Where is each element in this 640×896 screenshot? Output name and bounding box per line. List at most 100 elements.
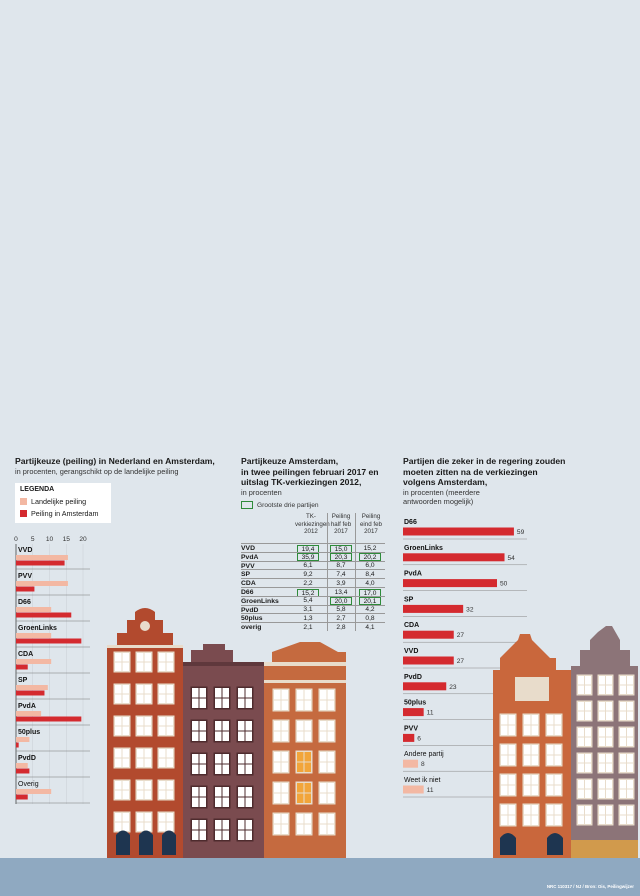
chart1-bar-amsterdam xyxy=(16,768,30,774)
chart1-bar-amsterdam xyxy=(16,664,28,670)
house-door xyxy=(139,830,153,855)
col-header-eindfeb-line3: 2017 xyxy=(364,528,378,536)
col-header-halffeb: Peiling half feb 2017 xyxy=(328,513,354,536)
chart2-subtitle: in procenten xyxy=(241,487,282,497)
table-cell: 5,8 xyxy=(336,606,346,614)
col-header-tk2012-line1: TK- xyxy=(306,513,316,520)
house-door xyxy=(547,833,563,855)
table-row-party: D66 xyxy=(241,589,254,596)
chart1-bar-landelijk xyxy=(16,763,28,768)
chart3-plot: D66 59 GroenLinks 54 PvdA 50 SP 32 CDA 27 VVD 27 Pvd… xyxy=(403,519,527,798)
chart1-bar-landelijk xyxy=(16,685,48,690)
table-row: PvdD 3,1 5,8 4,2 xyxy=(241,604,385,615)
chart3-bar xyxy=(403,527,514,536)
chart1-category-label: GroenLinks xyxy=(18,625,57,632)
chart3-bar xyxy=(403,656,454,665)
chart3-category-label: PvdD xyxy=(404,674,422,681)
house-5 xyxy=(571,626,638,858)
chart1-category-label: PVV xyxy=(18,573,32,580)
house-door xyxy=(162,830,176,855)
chart3-category-label: SP xyxy=(404,596,414,603)
col-header-tk2012-line3: 2012 xyxy=(304,528,318,536)
table-cell: 4,2 xyxy=(365,606,375,614)
table-row-party: GroenLinks xyxy=(241,597,279,605)
table-cell: 15,2 xyxy=(363,544,377,552)
table-row-party: SP xyxy=(241,571,251,579)
table-cell: 13,4 xyxy=(334,588,348,596)
chart3-value-label: 54 xyxy=(508,555,516,562)
chart3-title-3: volgens Amsterdam, xyxy=(403,477,488,487)
chart3-subtitle-2: antwoorden mogelijk) xyxy=(403,496,474,506)
chart3-bar xyxy=(403,579,497,588)
chart1-bar-landelijk xyxy=(16,789,52,794)
chart3-bar xyxy=(403,733,415,742)
house-1 xyxy=(107,608,183,858)
chart3-category-label: Andere partij xyxy=(404,751,444,758)
chart1-bar-landelijk xyxy=(16,607,52,612)
table-cell: 3,1 xyxy=(303,606,313,614)
chart3-bar xyxy=(403,553,505,562)
chart1-x-tick: 10 xyxy=(46,536,54,543)
table-row: 50plus 1,3 2,7 0,8 xyxy=(241,613,385,623)
table-row-party: CDA xyxy=(241,580,256,588)
chart1-bar-landelijk xyxy=(16,555,68,560)
credit-line: NRC 110317 / NJ / Bron: Ois, Peilingwijz… xyxy=(546,884,634,889)
chart1-bar-amsterdam xyxy=(16,560,65,566)
chart3-value-label: 6 xyxy=(417,735,421,742)
table-cell: 2,1 xyxy=(303,623,313,631)
chart3-category-label: Weet ik niet xyxy=(404,777,440,784)
chart3-value-label: 11 xyxy=(427,710,434,717)
table-cell: 1,3 xyxy=(303,614,313,622)
chart2-title-3: uitslag TK-verkiezingen 2012, xyxy=(241,477,362,487)
house-4 xyxy=(493,634,572,858)
chart1-bar-landelijk xyxy=(16,737,30,742)
table-row-party: PVV xyxy=(241,562,255,570)
table-cell: 9,2 xyxy=(303,570,313,578)
chart1-bar-amsterdam xyxy=(16,612,72,618)
col-header-eindfeb-line1: Peiling xyxy=(361,513,381,520)
house-2 xyxy=(183,644,266,858)
table-cell: 2,7 xyxy=(336,614,346,622)
chart3-title-2: moeten zitten na de verkiezingen xyxy=(403,466,538,477)
table-row: overig 2,1 2,8 4,1 xyxy=(241,622,385,632)
chart1-plot: 0 5 10 15 20 VVD PVV D66 GroenLinks CDA SP PvdA 50pl… xyxy=(14,536,90,804)
table-cell: 7,4 xyxy=(336,570,346,578)
chart2-legend: Grootste drie partijen xyxy=(241,501,319,509)
footer-band xyxy=(0,858,640,896)
col-header-halffeb-line2: half feb xyxy=(330,520,352,528)
chart3-category-label: VVD xyxy=(404,648,418,655)
chart3-value-label: 11 xyxy=(427,787,434,794)
chart1-legend: LEGENDA Landelijke peiling Peiling in Am… xyxy=(15,483,111,523)
chart3-value-label: 27 xyxy=(457,658,465,665)
col-header-eindfeb-line2: eind feb xyxy=(359,520,383,528)
legend-label-amsterdam: Peiling in Amsterdam xyxy=(31,509,99,518)
legend-label-landelijk: Landelijke peiling xyxy=(31,497,87,506)
table-cell: 6,0 xyxy=(365,562,375,570)
table-cell: 3,9 xyxy=(336,579,346,587)
table-divider-2 xyxy=(355,513,356,631)
chart1-category-label: CDA xyxy=(18,651,33,658)
chart1-bar-landelijk xyxy=(16,659,52,664)
chart1-category-label: VVD xyxy=(18,547,32,554)
chart2-legend-label: Grootste drie partijen xyxy=(257,501,319,509)
table-cell: 8,7 xyxy=(336,562,346,570)
legend-item-landelijk: Landelijke peiling xyxy=(20,497,86,506)
chart3-value-label: 32 xyxy=(466,606,474,613)
table-cell: 5,4 xyxy=(303,597,313,605)
table-divider-1 xyxy=(327,513,328,631)
table-row-party: PvdD xyxy=(241,606,259,614)
chart1-bar-amsterdam xyxy=(16,716,82,722)
table-row-party: VVD xyxy=(241,545,255,552)
table-cell: 4,0 xyxy=(365,579,375,587)
chart1-category-label: SP xyxy=(18,677,28,684)
table-cell: 8,4 xyxy=(365,570,375,578)
chart1-category-label: 50plus xyxy=(18,729,40,736)
table-cell: 4,1 xyxy=(365,623,375,631)
legend-item-amsterdam: Peiling in Amsterdam xyxy=(20,509,99,518)
chart3-category-label: GroenLinks xyxy=(404,545,443,552)
table-row: SP 9,2 7,4 8,4 xyxy=(241,569,385,579)
legend-swatch-amsterdam xyxy=(20,510,27,517)
chart3-bar xyxy=(403,604,464,613)
chart1-bar-amsterdam xyxy=(16,794,28,800)
chart3-value-label: 8 xyxy=(421,761,425,768)
